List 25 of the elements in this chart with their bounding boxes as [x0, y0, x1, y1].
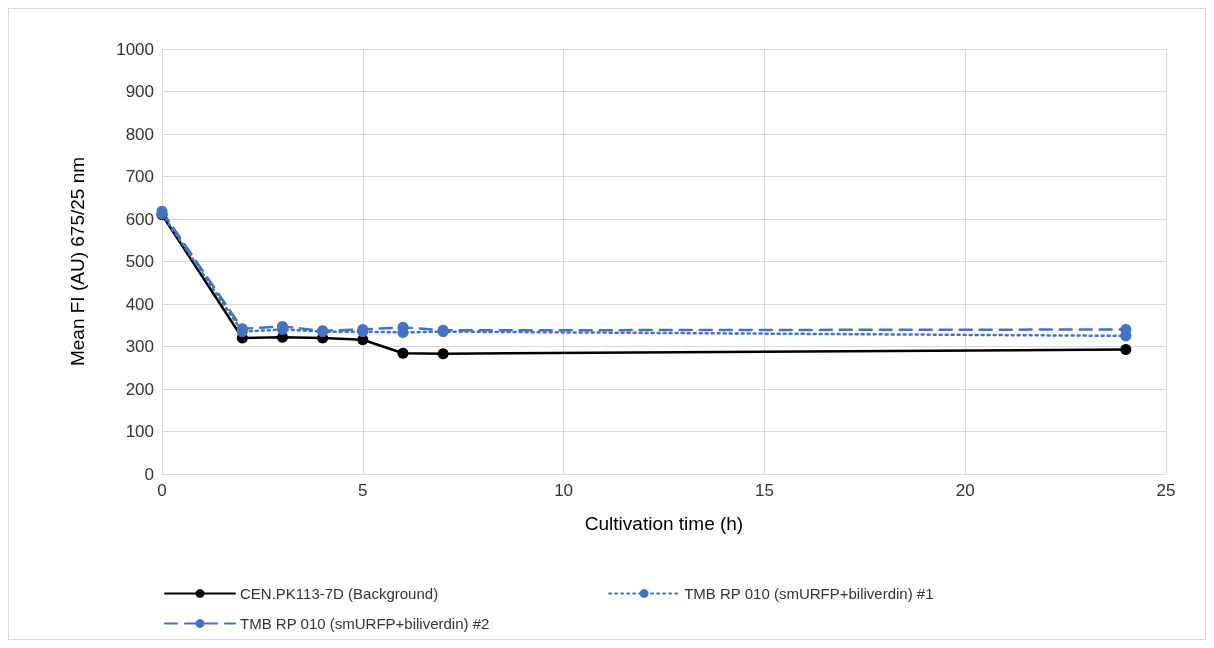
legend-label: CEN.PK113-7D (Background) — [240, 585, 439, 602]
x-tick-label: 10 — [554, 481, 574, 500]
point — [437, 348, 449, 360]
y-tick-label: 700 — [125, 167, 154, 186]
y-tick-label: 500 — [125, 252, 154, 271]
point — [397, 347, 409, 359]
legend-label: TMB RP 010 (smURFP+biliverdin) #2 — [240, 615, 490, 632]
x-tick-label: 0 — [157, 481, 167, 500]
y-tick-label: 1000 — [116, 39, 154, 59]
x-tick-label: 15 — [754, 481, 774, 500]
x-tick-label: 5 — [358, 481, 368, 500]
point — [1120, 343, 1132, 355]
legend-label: TMB RP 010 (smURFP+biliverdin) #1 — [684, 585, 934, 602]
y-axis-title: Mean FI (AU) 675/25 nm — [67, 156, 88, 367]
y-tick-label: 600 — [125, 209, 154, 229]
y-tick-label: 100 — [125, 422, 154, 441]
x-tick-label: 20 — [955, 481, 975, 500]
y-tick-label: 0 — [144, 464, 154, 484]
y-tick-label: 400 — [125, 294, 154, 314]
x-axis-title: Cultivation time (h) — [584, 513, 744, 534]
y-tick-label: 200 — [125, 379, 154, 399]
y-tick-label: 300 — [125, 337, 154, 356]
x-tick-label: 25 — [1156, 481, 1176, 500]
y-tick-label: 900 — [125, 82, 154, 101]
y-tick-label: 800 — [125, 124, 154, 144]
